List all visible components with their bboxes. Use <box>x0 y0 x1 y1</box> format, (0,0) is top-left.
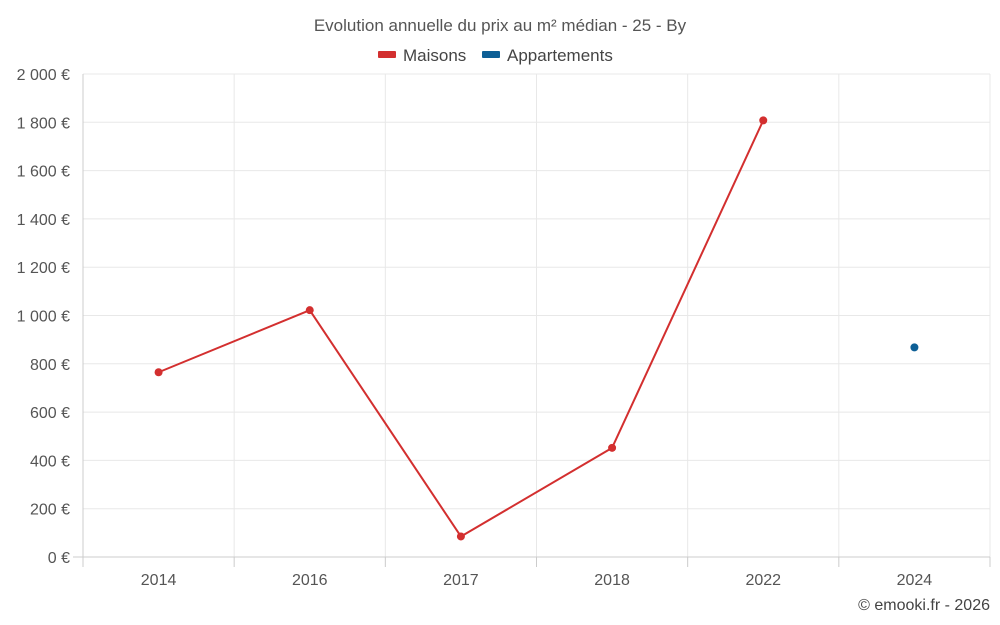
x-tick-label: 2017 <box>443 572 479 589</box>
x-tick-label: 2022 <box>745 572 781 589</box>
y-tick-label: 800 € <box>30 357 70 374</box>
legend-swatch-maisons <box>378 51 396 58</box>
y-gridlines <box>83 73 990 510</box>
y-tick-label: 1 200 € <box>17 260 70 277</box>
x-tick-label: 2016 <box>292 572 328 589</box>
data-point-appartements-2024[interactable] <box>910 343 919 352</box>
y-tick-label: 400 € <box>30 453 70 470</box>
credit-text: © emooki.fr - 2026 <box>858 597 990 614</box>
y-tick-label: 600 € <box>30 405 70 422</box>
y-tick-label: 1 800 € <box>17 115 70 132</box>
legend-item-appartements[interactable]: Appartements <box>482 46 613 65</box>
y-tick-label: 2 000 € <box>17 67 70 84</box>
y-tick-labels: 0 € 200 € 400 € 600 € 800 € 1 000 € 1 200 € 1 4… <box>17 67 70 567</box>
axes <box>73 74 991 567</box>
x-tick-label: 2014 <box>141 572 177 589</box>
y-tick-label: 200 € <box>30 502 70 519</box>
data-point-maisons-2014[interactable] <box>154 368 163 377</box>
x-tick-labels: 2014 2016 2017 2018 2022 2024 <box>141 572 933 589</box>
legend: Maisons Appartements <box>378 46 613 65</box>
y-tick-label: 1 000 € <box>17 309 70 326</box>
series-lines <box>158 119 765 538</box>
legend-label-appartements: Appartements <box>507 46 613 65</box>
series-points <box>154 116 919 541</box>
y-tick-label: 0 € <box>48 550 70 567</box>
y-tick-label: 1 600 € <box>17 164 70 181</box>
data-point-maisons-2018[interactable] <box>608 443 617 452</box>
data-point-maisons-2017[interactable] <box>456 532 465 541</box>
y-tick-label: 1 400 € <box>17 212 70 229</box>
data-point-maisons-2022[interactable] <box>759 116 768 125</box>
legend-item-maisons[interactable]: Maisons <box>378 46 466 65</box>
x-tick-label: 2018 <box>594 572 630 589</box>
legend-label-maisons: Maisons <box>403 46 466 65</box>
legend-swatch-appartements <box>482 51 500 58</box>
series-line-maisons <box>158 119 765 538</box>
x-tick-label: 2024 <box>897 572 933 589</box>
chart-title: Evolution annuelle du prix au m² médian … <box>314 16 687 35</box>
data-point-maisons-2016[interactable] <box>305 306 314 315</box>
